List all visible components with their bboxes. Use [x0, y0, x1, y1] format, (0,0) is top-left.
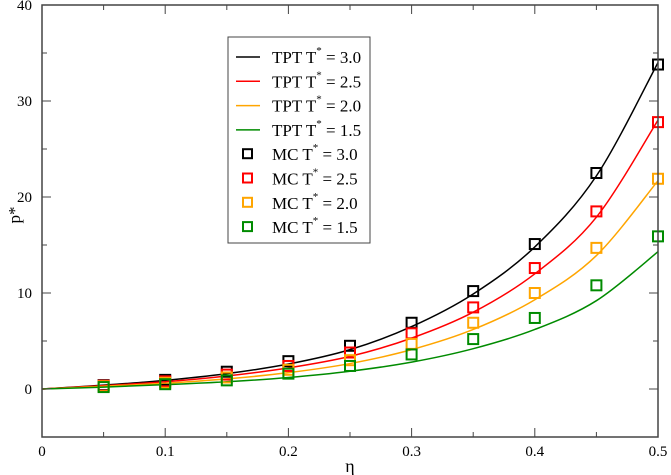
mc-point-3	[405, 348, 418, 361]
mc-point-1	[467, 301, 480, 314]
x-tick-label: 0.3	[402, 444, 421, 460]
x-tick-label: 0.4	[525, 444, 544, 460]
tpt-curve-2	[41, 180, 659, 390]
legend-label: TPT T* = 3.0	[272, 45, 361, 67]
legend-marker-sample	[242, 221, 253, 233]
y-tick-label: 0	[25, 382, 33, 398]
mc-point-3	[590, 279, 603, 292]
axis-ticks: 0 0.1 0.2 0.3 0.4 0.5 0 10 20 30 40	[17, 0, 667, 460]
legend-label: TPT T* = 2.0	[272, 94, 361, 116]
legend-label: TPT T* = 2.5	[272, 69, 361, 91]
mc-point-3	[97, 381, 110, 394]
y-axis-label: p*	[5, 207, 24, 224]
y-tick-label: 20	[17, 190, 32, 206]
mc-point-2	[405, 337, 418, 350]
legend-label: TPT T* = 1.5	[272, 118, 361, 140]
legend-marker-sample	[242, 196, 253, 208]
legend-marker-sample	[242, 172, 253, 184]
x-tick-label: 0	[38, 444, 46, 460]
y-tick-label: 40	[17, 0, 32, 14]
legend-box	[227, 36, 371, 244]
mc-point-1	[528, 262, 541, 275]
x-tick-label: 0.1	[156, 444, 175, 460]
tpt-curve-3	[41, 251, 659, 390]
mc-point-1	[590, 205, 603, 218]
legend-label: MC T* = 2.0	[272, 191, 358, 213]
mc-point-3	[467, 333, 480, 346]
mc-point-0	[467, 285, 480, 298]
legend-label: MC T* = 3.0	[272, 142, 358, 164]
mc-point-3	[159, 378, 172, 391]
plot-area	[41, 58, 664, 394]
mc-point-0	[344, 339, 356, 352]
mc-point-0	[590, 167, 603, 179]
mc-point-3	[282, 367, 295, 380]
tpt-curve-1	[41, 119, 659, 390]
mc-point-0	[528, 238, 541, 251]
mc-point-2	[590, 241, 603, 254]
mc-point-1	[344, 346, 356, 359]
legend-label: MC T* = 1.5	[272, 215, 358, 237]
legend-label: MC T* = 2.5	[272, 167, 358, 189]
mc-point-2	[467, 316, 480, 329]
x-tick-label: 0.5	[649, 444, 668, 460]
y-tick-label: 10	[17, 286, 32, 302]
x-axis-label: η	[345, 456, 354, 475]
mc-point-2	[528, 287, 541, 299]
x-tick-label: 0.2	[279, 444, 298, 460]
mc-point-3	[220, 374, 233, 387]
mc-point-3	[528, 311, 541, 324]
legend-marker-sample	[242, 148, 253, 160]
tpt-curve-0	[41, 62, 659, 390]
mc-point-3	[344, 359, 356, 372]
y-tick-label: 30	[17, 94, 32, 110]
